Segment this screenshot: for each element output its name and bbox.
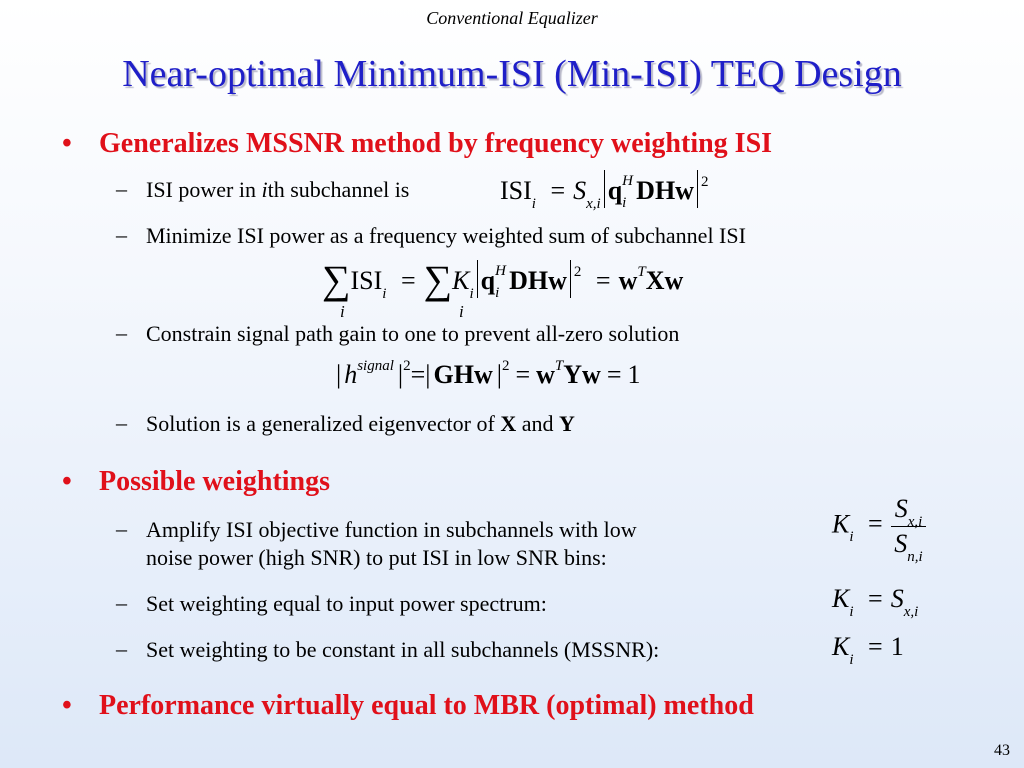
subbullet-line-1: Amplify ISI objective function in subcha… xyxy=(146,517,637,542)
equation-weighting-snr: Ki = Sx,i Sn,i xyxy=(832,494,927,565)
sum-symbol: ∑ xyxy=(322,257,351,302)
bullet-2-text: Possible weightings xyxy=(99,466,331,497)
dash-marker: – xyxy=(116,590,127,615)
bullet-marker: • xyxy=(62,466,72,497)
subbullet-text: Set weighting to be constant in all subc… xyxy=(146,637,660,662)
equation-weighting-input: Ki = Sx,i xyxy=(832,584,919,620)
subbullet-line-2: noise power (high SNR) to put ISI in low… xyxy=(146,545,607,570)
subbullet-text: Minimize ISI power as a frequency weight… xyxy=(146,223,746,248)
equation-weighting-constant: Ki = 1 xyxy=(832,632,904,668)
bullet-1-text: Generalizes MSSNR method by frequency we… xyxy=(99,128,773,159)
slide-header: Conventional Equalizer xyxy=(426,8,598,28)
fraction: Sx,i Sn,i xyxy=(890,494,927,565)
equation-constraint: | hsignal |2=| GHw |2 = wTYw = 1 xyxy=(336,358,641,389)
subbullet-text: Constrain signal path gain to one to pre… xyxy=(146,321,680,346)
abs-bar-left xyxy=(603,170,605,208)
slide-title: Near-optimal Minimum-ISI (Min-ISI) TEQ D… xyxy=(122,53,902,95)
bullet-marker: • xyxy=(62,128,72,159)
dash-marker: – xyxy=(116,222,127,247)
subbullet-text: ISI power in xyxy=(146,177,262,202)
sum-symbol: ∑ xyxy=(423,257,453,302)
subbullet-text: Solution is a generalized eigenvector of xyxy=(146,411,501,436)
page-number: 43 xyxy=(994,742,1010,759)
eq-isi: ISI xyxy=(500,176,532,205)
subbullet-italic-i: i xyxy=(261,177,268,202)
subbullet-text-rest: th subchannel is xyxy=(267,177,410,202)
bullet-3-text: Performance virtually equal to MBR (opti… xyxy=(99,690,754,721)
dash-marker: – xyxy=(116,516,127,541)
sum-index: i xyxy=(340,302,345,321)
abs-bar-right xyxy=(696,170,698,208)
abs-bar-left xyxy=(476,260,478,298)
sum-index: i xyxy=(459,302,464,321)
abs-bar-right xyxy=(569,260,571,298)
subbullet-text: Set weighting equal to input power spect… xyxy=(146,591,547,616)
dash-marker: – xyxy=(116,410,127,435)
bullet-marker: • xyxy=(62,690,72,721)
dash-marker: – xyxy=(116,320,127,345)
dash-marker: – xyxy=(116,636,127,661)
dash-marker: – xyxy=(116,176,127,201)
